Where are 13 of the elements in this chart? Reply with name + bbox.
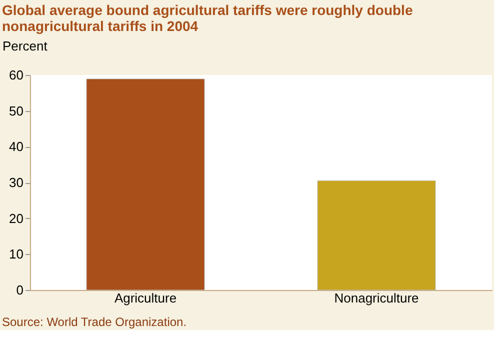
y-tick-label: 0: [16, 282, 24, 298]
text: nonagricultural tariffs in 2004: [2, 18, 198, 34]
y-tick-label: 60: [9, 68, 24, 82]
y-tick-label: 40: [9, 139, 24, 154]
y-tick-label: 20: [9, 210, 24, 226]
source-note: Source: World Trade Organization.: [2, 315, 187, 329]
y-axis-title: Percent: [2, 38, 48, 54]
y-tick-label: 50: [9, 103, 24, 118]
y-tick-label: 30: [9, 175, 24, 190]
x-tick-label: Nonagriculture: [334, 290, 419, 306]
x-tick-label: Agriculture: [114, 290, 177, 306]
y-tick-label: 10: [9, 246, 24, 262]
text: Global average bound agricultural tariffs were roughly double: [2, 2, 413, 18]
